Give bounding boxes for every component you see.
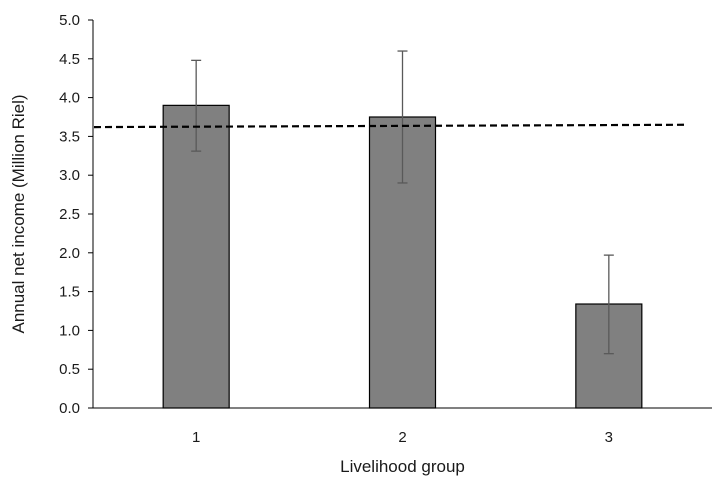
- y-tick-label: 3.5: [59, 128, 80, 145]
- y-tick-label: 4.5: [59, 51, 80, 68]
- y-tick-label: 0.5: [59, 361, 80, 378]
- reference-line-group: [93, 123, 689, 129]
- y-tick-label: 0.0: [59, 400, 80, 417]
- x-axis-title: Livelihood group: [340, 457, 465, 476]
- bar-1: [162, 104, 230, 409]
- y-tick-label: 5.0: [59, 12, 80, 29]
- x-axis-ticks: 1 2 3: [192, 429, 613, 446]
- y-tick-label: 3.0: [59, 167, 80, 184]
- error-bar-2: [397, 50, 408, 184]
- y-tick-label: 2.0: [59, 245, 80, 262]
- error-bars: [191, 50, 614, 355]
- reference-line: [93, 123, 689, 129]
- error-bar-1: [191, 59, 202, 152]
- x-tick-label: 3: [605, 429, 613, 446]
- x-tick-label: 2: [398, 429, 406, 446]
- y-tick-label: 1.0: [59, 322, 80, 339]
- y-axis-title: Annual net income (Million Riel): [9, 94, 28, 333]
- y-tick-label: 4.0: [59, 90, 80, 107]
- y-tick-label: 2.5: [59, 206, 80, 223]
- x-tick-label: 1: [192, 429, 200, 446]
- y-tick-label: 1.5: [59, 284, 80, 301]
- y-axis-ticks: 0.0 0.5 1.0 1.5 2.0 2.5 3.0 3.5 4.0 4.5 5.0: [59, 12, 93, 417]
- error-bar-3: [603, 254, 614, 355]
